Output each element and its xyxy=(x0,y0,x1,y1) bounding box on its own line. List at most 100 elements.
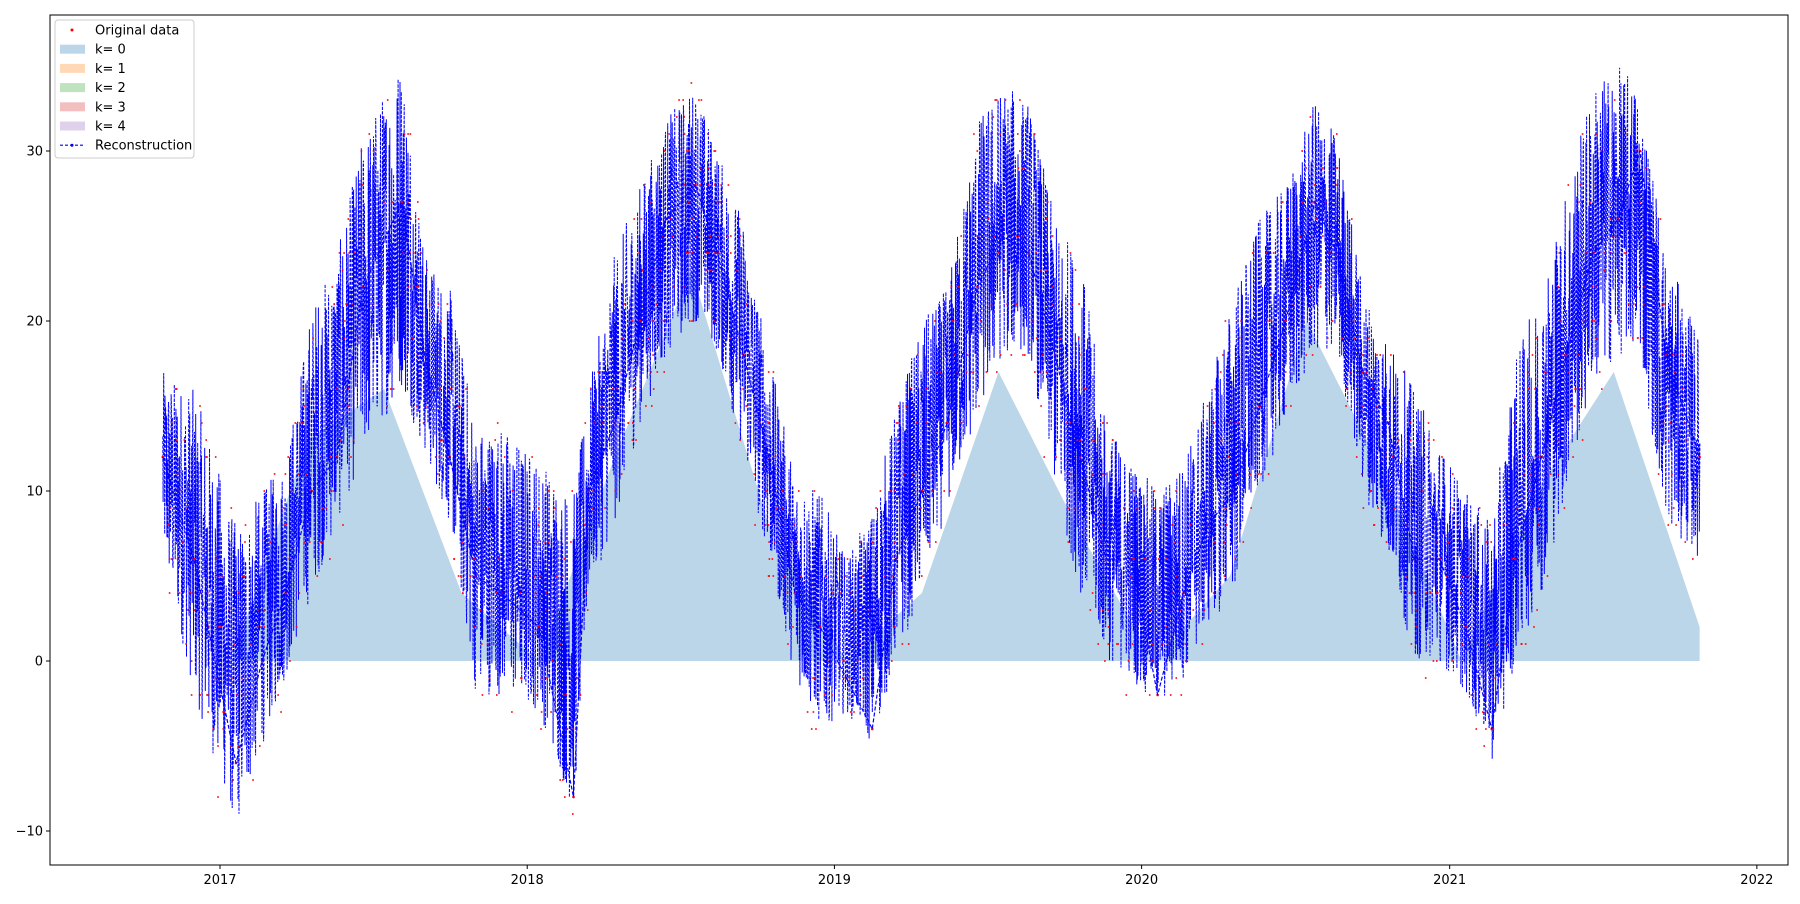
original-data-point xyxy=(714,150,717,152)
original-data-point xyxy=(990,303,993,305)
original-data-point xyxy=(746,303,748,305)
original-data-point xyxy=(1148,660,1151,662)
original-data-point xyxy=(449,388,452,390)
original-data-point xyxy=(1267,473,1270,475)
original-data-point xyxy=(1692,558,1694,560)
original-data-point xyxy=(943,490,945,492)
original-data-point xyxy=(671,235,673,237)
original-data-point xyxy=(212,728,214,730)
original-data-point xyxy=(1269,354,1272,356)
original-data-point xyxy=(814,677,816,679)
original-data-point xyxy=(1052,303,1054,305)
original-data-point xyxy=(687,252,690,254)
original-data-point xyxy=(754,524,756,526)
original-data-point xyxy=(1669,422,1672,424)
original-data-point xyxy=(798,490,800,492)
original-data-point xyxy=(773,456,775,458)
legend-label: k= 2 xyxy=(95,81,126,96)
original-data-point xyxy=(641,269,644,271)
original-data-point xyxy=(305,473,308,475)
original-data-point xyxy=(925,422,928,424)
original-data-point xyxy=(1355,456,1358,458)
original-data-point xyxy=(1017,133,1019,135)
original-data-point xyxy=(566,728,569,730)
original-data-point xyxy=(1022,354,1024,356)
original-data-point xyxy=(1021,167,1024,169)
original-data-point xyxy=(1312,201,1314,203)
original-data-point xyxy=(221,575,223,577)
original-data-point xyxy=(174,388,177,390)
original-data-point xyxy=(1292,303,1295,305)
original-data-point xyxy=(650,201,652,203)
original-data-point xyxy=(842,677,845,679)
original-data-point xyxy=(848,677,851,679)
original-data-point xyxy=(1684,541,1687,543)
original-data-point xyxy=(1489,524,1491,526)
original-data-point xyxy=(1604,252,1606,254)
original-data-point xyxy=(998,252,1000,254)
original-data-point xyxy=(772,371,775,373)
original-data-point xyxy=(978,405,980,407)
original-data-point xyxy=(1322,235,1324,237)
original-data-point xyxy=(772,575,775,577)
original-data-point xyxy=(1262,388,1265,390)
original-data-point xyxy=(1178,541,1181,543)
original-data-point xyxy=(707,133,709,135)
original-data-point xyxy=(928,473,931,475)
original-data-point xyxy=(1144,558,1147,560)
original-data-point xyxy=(1341,337,1343,339)
original-data-point xyxy=(767,371,770,373)
original-data-point xyxy=(954,320,957,322)
original-data-point xyxy=(1068,507,1070,509)
original-data-point xyxy=(584,422,587,424)
original-data-point xyxy=(949,490,951,492)
original-data-point xyxy=(175,388,178,390)
original-data-point xyxy=(321,507,323,509)
original-data-point xyxy=(1084,388,1086,390)
original-data-point xyxy=(260,626,262,628)
original-data-point xyxy=(217,745,219,747)
original-data-point xyxy=(1240,320,1242,322)
original-data-point xyxy=(417,218,420,220)
original-data-point xyxy=(1212,592,1215,594)
original-data-point xyxy=(1451,473,1454,475)
original-data-point xyxy=(1594,184,1597,186)
original-data-point xyxy=(597,371,599,373)
original-data-point xyxy=(1039,371,1041,373)
original-data-point xyxy=(1040,405,1042,407)
original-data-point xyxy=(520,677,523,679)
original-data-point xyxy=(768,575,770,577)
original-data-point xyxy=(659,269,661,271)
original-data-point xyxy=(438,456,441,458)
original-data-point xyxy=(309,541,311,543)
original-data-point xyxy=(1492,728,1495,730)
original-data-point xyxy=(1019,150,1021,152)
original-data-point xyxy=(853,711,855,713)
original-data-point xyxy=(1409,422,1412,424)
original-data-point xyxy=(1228,422,1231,424)
original-data-point xyxy=(1131,643,1134,645)
original-data-point xyxy=(1350,371,1352,373)
original-data-point xyxy=(1285,320,1288,322)
original-data-point xyxy=(1346,388,1348,390)
original-data-point xyxy=(344,320,346,322)
original-data-point xyxy=(1538,524,1540,526)
original-data-point xyxy=(1662,422,1665,424)
original-data-point xyxy=(450,388,453,390)
original-data-point xyxy=(813,490,816,492)
original-data-point xyxy=(1493,677,1495,679)
original-data-point xyxy=(1427,439,1430,441)
original-data-point xyxy=(1148,694,1151,696)
original-data-point xyxy=(875,507,877,509)
original-data-point xyxy=(1153,507,1156,509)
original-data-point xyxy=(1106,422,1108,424)
original-data-point xyxy=(1079,439,1082,441)
y-tick-label: 10 xyxy=(26,485,43,500)
original-data-point xyxy=(1437,592,1439,594)
original-data-point xyxy=(538,507,540,509)
original-data-point xyxy=(1015,235,1018,237)
original-data-point xyxy=(718,235,720,237)
legend-marker-point xyxy=(70,143,74,147)
original-data-point xyxy=(256,626,259,628)
original-data-point xyxy=(708,184,710,186)
